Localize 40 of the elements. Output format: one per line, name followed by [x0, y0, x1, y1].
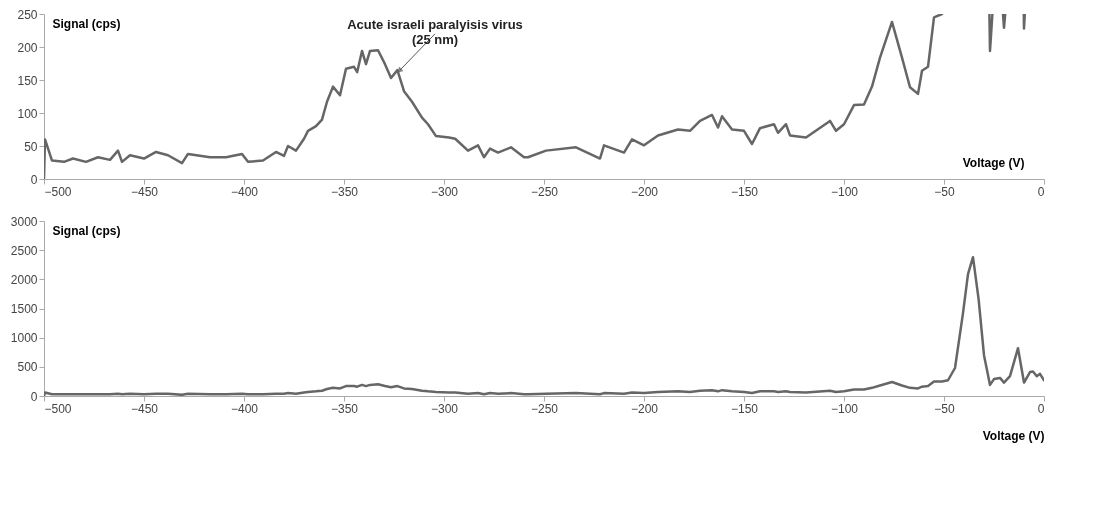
y-tick-label: 250: [17, 7, 38, 22]
x-tick-label: −100: [830, 184, 859, 199]
y-tick-label: 500: [17, 360, 38, 375]
x-axis-title: Voltage (V): [982, 428, 1045, 443]
annotation: Acute israeli paralyisis virus (25 nm): [347, 16, 523, 47]
y-tick-label: 0: [30, 389, 38, 404]
x-tick-label: −400: [230, 184, 259, 199]
x-tick-label: −150: [730, 184, 759, 199]
x-tick-label: 0: [1037, 184, 1045, 199]
x-tick-label: −200: [630, 401, 659, 416]
y-tick-label: 1000: [10, 331, 38, 346]
x-tick-label: −450: [130, 401, 159, 416]
y-axis-title: Signal (cps): [52, 16, 121, 31]
x-tick-label: −300: [430, 184, 459, 199]
y-tick-label: 0: [30, 172, 38, 187]
x-tick-label: −50: [934, 401, 955, 416]
x-axis-title: Voltage (V): [962, 155, 1025, 170]
x-tick-label: −250: [530, 401, 559, 416]
x-tick-label: −200: [630, 184, 659, 199]
x-tick-label: −300: [430, 401, 459, 416]
x-tick-label: −500: [44, 401, 72, 416]
y-tick-label: 1500: [10, 302, 38, 316]
y-tick-label: 100: [17, 106, 38, 121]
x-tick-label: −450: [130, 184, 159, 199]
x-tick-label: −500: [44, 184, 72, 199]
y-tick-label: 50: [24, 139, 38, 154]
x-tick-label: −350: [330, 401, 359, 416]
x-tick-label: −100: [830, 401, 859, 416]
x-tick-label: 0: [1037, 401, 1045, 416]
x-tick-label: −50: [934, 184, 955, 199]
y-tick-label: 2000: [10, 272, 38, 287]
y-tick-label: 150: [17, 73, 38, 88]
x-tick-label: −350: [330, 184, 359, 199]
x-tick-label: −400: [230, 401, 259, 416]
y-tick-label: 3000: [10, 214, 38, 229]
y-axis-title: Signal (cps): [52, 223, 121, 238]
x-tick-label: −150: [730, 401, 759, 416]
y-tick-label: 200: [17, 40, 38, 55]
x-tick-label: −250: [530, 184, 559, 199]
y-tick-label: 2500: [10, 243, 38, 258]
